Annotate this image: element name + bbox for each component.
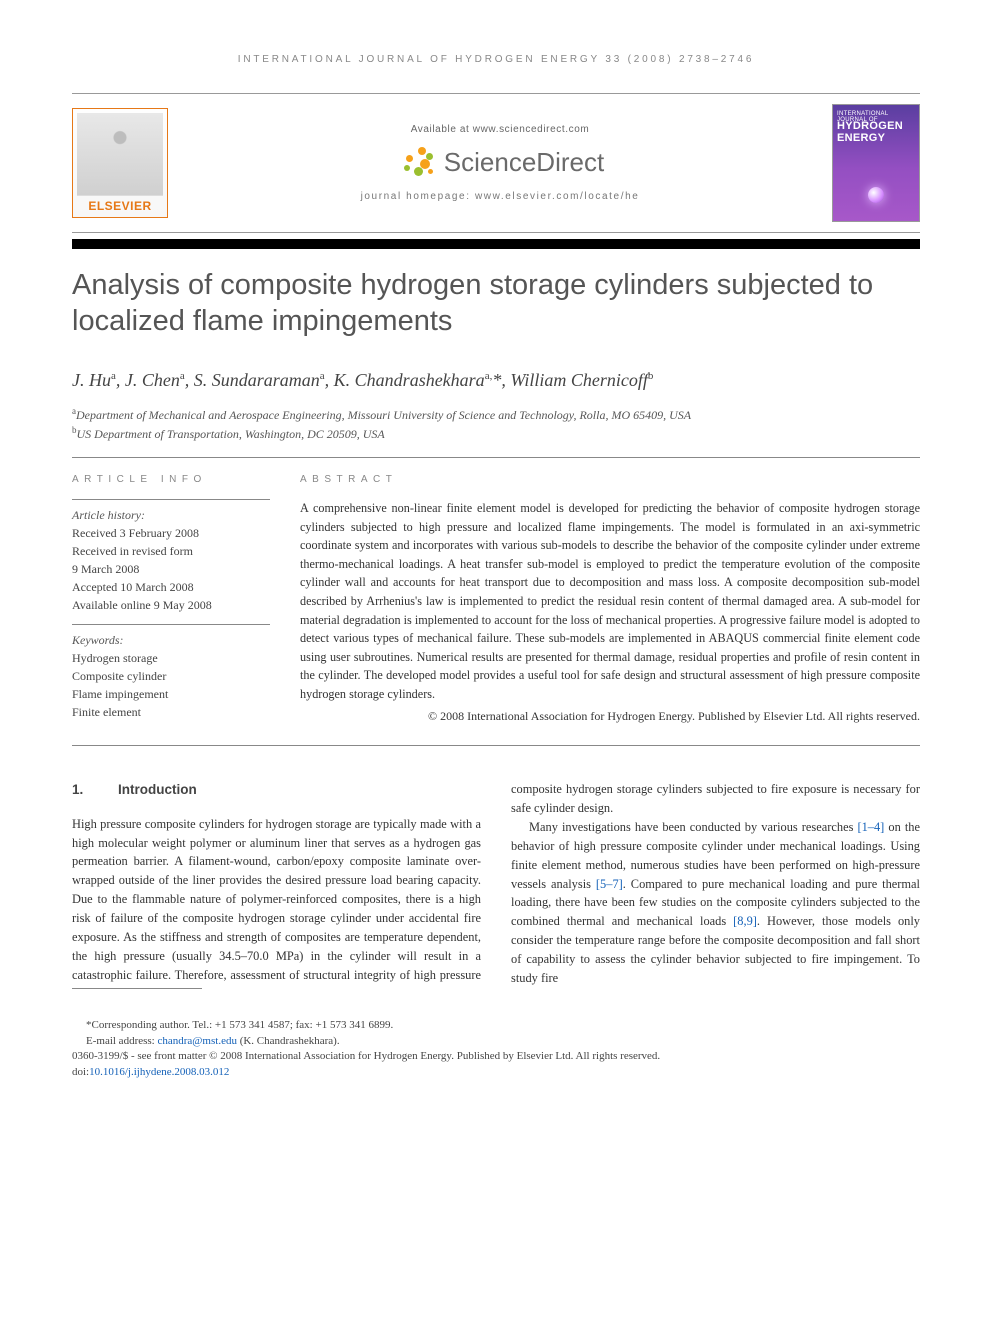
keyword: Flame impingement [72, 685, 270, 703]
corresponding-author: *Corresponding author. Tel.: +1 573 341 … [72, 1018, 920, 1034]
footer-rule [72, 988, 202, 989]
email-line: E-mail address: chandra@mst.edu (K. Chan… [72, 1034, 920, 1050]
footer: *Corresponding author. Tel.: +1 573 341 … [72, 1013, 920, 1082]
doi-link[interactable]: 10.1016/j.ijhydene.2008.03.012 [89, 1066, 229, 1078]
paragraph: Many investigations have been conducted … [511, 818, 920, 988]
affiliations: aDepartment of Mechanical and Aerospace … [72, 405, 920, 444]
elsevier-logo: ELSEVIER [72, 108, 168, 218]
history-line: Received in revised form [72, 542, 270, 560]
journal-cover: INTERNATIONAL JOURNAL OF HYDROGEN ENERGY [832, 104, 920, 222]
front-matter: 0360-3199/$ - see front matter © 2008 In… [72, 1049, 920, 1065]
cover-big-title: HYDROGEN ENERGY [837, 121, 915, 144]
sciencedirect-logo: ScienceDirect [396, 145, 604, 179]
abstract-text: A comprehensive non-linear finite elemen… [300, 499, 920, 703]
keywords-block: Keywords: Hydrogen storage Composite cyl… [72, 624, 270, 721]
running-head: INTERNATIONAL JOURNAL OF HYDROGEN ENERGY… [72, 54, 920, 65]
article-history: Article history: Received 3 February 200… [72, 499, 270, 614]
keyword: Finite element [72, 703, 270, 721]
journal-homepage: journal homepage: www.elsevier.com/locat… [182, 191, 818, 202]
abstract-head: ABSTRACT [300, 474, 920, 485]
section-heading: 1.Introduction [72, 780, 481, 801]
affil-b: US Department of Transportation, Washing… [77, 427, 385, 441]
article-info-head: ARTICLE INFO [72, 474, 270, 485]
keyword: Hydrogen storage [72, 649, 270, 667]
ref-link[interactable]: [1–4] [857, 820, 884, 834]
body-columns: 1.Introduction High pressure composite c… [72, 780, 920, 987]
doi-line: doi:10.1016/j.ijhydene.2008.03.012 [72, 1065, 920, 1081]
cover-graphic-icon [868, 187, 884, 203]
history-line: Available online 9 May 2008 [72, 596, 270, 614]
history-line: 9 March 2008 [72, 560, 270, 578]
sciencedirect-wordmark: ScienceDirect [444, 147, 604, 178]
abstract-copyright: © 2008 International Association for Hyd… [300, 707, 920, 725]
black-bar [72, 239, 920, 249]
elsevier-tree-icon [77, 113, 163, 196]
authors: J. Hua, J. Chena, S. Sundararamana, K. C… [72, 370, 920, 391]
history-line: Received 3 February 2008 [72, 524, 270, 542]
history-line: Accepted 10 March 2008 [72, 578, 270, 596]
ref-link[interactable]: [8,9] [733, 914, 757, 928]
sd-burst-icon [396, 145, 436, 179]
keywords-label: Keywords: [72, 631, 270, 649]
elsevier-wordmark: ELSEVIER [88, 199, 151, 213]
article-title: Analysis of composite hydrogen storage c… [72, 267, 920, 340]
affil-a: Department of Mechanical and Aerospace E… [76, 408, 691, 422]
available-at: Available at www.sciencedirect.com [182, 124, 818, 135]
history-label: Article history: [72, 506, 270, 524]
keyword: Composite cylinder [72, 667, 270, 685]
masthead: ELSEVIER Available at www.sciencedirect.… [72, 93, 920, 233]
ref-link[interactable]: [5–7] [596, 877, 623, 891]
rule [72, 745, 920, 746]
email-link[interactable]: chandra@mst.edu [157, 1035, 236, 1047]
